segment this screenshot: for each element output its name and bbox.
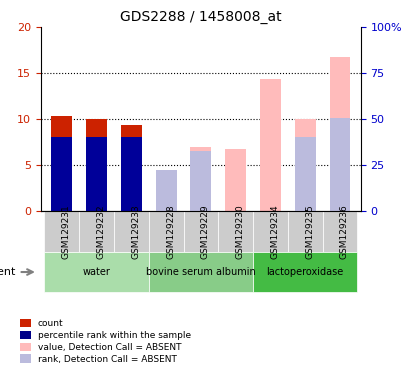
Bar [183, 211, 218, 252]
Bar [322, 211, 357, 252]
Bar [329, 118, 350, 211]
Text: GSM129229: GSM129229 [200, 204, 209, 259]
Bar [252, 252, 357, 292]
Legend: count, percentile rank within the sample, value, Detection Call = ABSENT, rank, : count, percentile rank within the sample… [20, 319, 191, 364]
Text: lactoperoxidase: lactoperoxidase [266, 267, 343, 277]
Text: GSM129236: GSM129236 [339, 204, 348, 259]
Text: agent: agent [0, 267, 16, 277]
Bar [121, 137, 142, 211]
Bar [51, 116, 72, 211]
Text: GSM129234: GSM129234 [270, 204, 279, 259]
Bar [190, 151, 211, 211]
Bar [294, 119, 315, 211]
Bar [44, 211, 79, 252]
Bar [329, 57, 350, 211]
Title: GDS2288 / 1458008_at: GDS2288 / 1458008_at [120, 10, 281, 25]
Text: GSM129230: GSM129230 [235, 204, 244, 259]
Bar [148, 211, 183, 252]
Bar [114, 211, 148, 252]
Bar [121, 126, 142, 211]
Bar [287, 211, 322, 252]
Bar [155, 184, 176, 211]
Bar [51, 137, 72, 211]
Bar [294, 137, 315, 211]
Bar [218, 211, 252, 252]
Text: GSM129228: GSM129228 [166, 204, 175, 259]
Bar [252, 211, 287, 252]
Text: bovine serum albumin: bovine serum albumin [146, 267, 255, 277]
Bar [86, 119, 107, 211]
Text: water: water [83, 267, 110, 277]
Bar [259, 79, 280, 211]
Text: GSM129233: GSM129233 [131, 204, 140, 259]
Bar [79, 211, 114, 252]
Bar [148, 252, 252, 292]
Bar [190, 147, 211, 211]
Text: GSM129231: GSM129231 [62, 204, 71, 259]
Bar [44, 252, 148, 292]
Bar [155, 170, 176, 211]
Text: GSM129235: GSM129235 [304, 204, 313, 259]
Bar [86, 137, 107, 211]
Text: GSM129232: GSM129232 [97, 204, 106, 259]
Bar [225, 149, 245, 211]
